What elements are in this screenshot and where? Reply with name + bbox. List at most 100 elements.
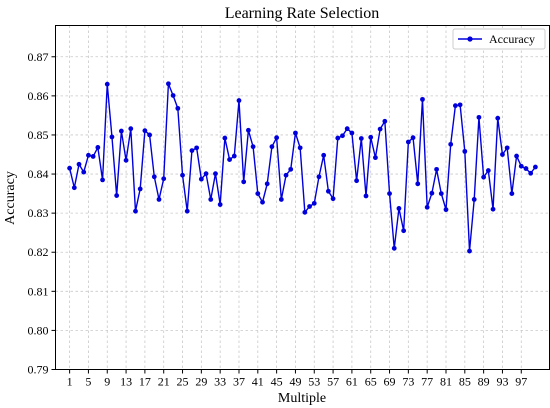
data-point xyxy=(481,174,487,180)
x-tick-label: 89 xyxy=(478,375,490,389)
data-point xyxy=(514,153,519,159)
y-tick-label: 0.81 xyxy=(28,284,49,298)
data-point xyxy=(166,81,171,87)
y-tick-label: 0.83 xyxy=(28,206,49,220)
data-point xyxy=(297,145,303,151)
data-point xyxy=(213,171,218,177)
x-tick-label: 73 xyxy=(402,375,414,389)
legend[interactable]: Accuracy xyxy=(452,28,546,50)
chart-title: Learning Rate Selection xyxy=(225,5,380,22)
data-point xyxy=(377,126,383,132)
x-axis: 1 5 9 13 17 21 25 29 33 37 41 45 49 53 57 61 65 69 73 77 81 8… xyxy=(67,369,527,389)
data-point xyxy=(410,135,416,141)
data-point xyxy=(523,166,529,171)
data-point xyxy=(509,191,515,196)
data-point xyxy=(532,164,538,170)
data-point xyxy=(114,193,120,198)
data-point xyxy=(340,133,345,139)
data-point xyxy=(302,209,308,215)
data-point xyxy=(443,207,449,213)
x-tick-label: 37 xyxy=(233,375,245,389)
x-tick-label: 17 xyxy=(139,375,151,389)
data-point xyxy=(269,144,275,150)
data-point xyxy=(67,165,73,171)
x-tick-label: 13 xyxy=(120,375,132,389)
data-point xyxy=(330,196,336,202)
y-tick-label: 0.84 xyxy=(28,167,49,181)
data-point xyxy=(354,178,359,184)
y-tick-label: 0.80 xyxy=(28,323,49,337)
data-point xyxy=(500,152,505,157)
x-tick-label: 77 xyxy=(421,375,433,389)
data-point xyxy=(184,208,190,214)
data-point xyxy=(231,153,237,159)
y-tick-label: 0.79 xyxy=(28,363,49,377)
x-tick-label: 41 xyxy=(252,375,264,389)
data-point xyxy=(396,206,402,211)
x-tick-label: 57 xyxy=(327,375,339,389)
data-point xyxy=(95,145,101,150)
x-tick-label: 5 xyxy=(85,375,91,389)
data-point xyxy=(457,102,463,108)
data-point xyxy=(241,179,247,185)
data-point xyxy=(71,185,77,191)
x-tick-label: 85 xyxy=(459,375,471,389)
data-point xyxy=(476,114,482,120)
data-point xyxy=(485,168,491,173)
data-point xyxy=(137,186,143,192)
data-point xyxy=(434,166,439,172)
data-point xyxy=(344,126,350,132)
data-point xyxy=(128,126,134,132)
data-point xyxy=(401,228,407,234)
x-tick-label: 97 xyxy=(515,375,527,389)
data-point xyxy=(335,135,341,141)
y-tick-label: 0.82 xyxy=(28,245,49,259)
data-point xyxy=(288,166,294,172)
data-point xyxy=(189,148,195,153)
x-tick-label: 49 xyxy=(289,375,301,389)
data-point xyxy=(429,190,435,196)
data-point xyxy=(382,118,388,124)
data-point xyxy=(161,176,167,182)
data-point xyxy=(368,134,374,140)
data-point xyxy=(104,81,110,87)
data-point xyxy=(255,191,261,196)
data-point xyxy=(358,136,364,141)
x-axis-label: Multiple xyxy=(278,391,326,406)
x-tick-label: 93 xyxy=(496,375,508,389)
data-point xyxy=(405,139,411,145)
data-point xyxy=(316,174,322,180)
legend-label-accuracy: Accuracy xyxy=(489,32,535,46)
data-point xyxy=(391,245,397,251)
data-point xyxy=(203,171,209,177)
data-point xyxy=(180,172,185,178)
data-point xyxy=(217,202,223,207)
data-point xyxy=(349,130,355,136)
data-point xyxy=(274,135,280,141)
data-point xyxy=(518,163,524,169)
data-point xyxy=(504,145,510,151)
data-point xyxy=(227,157,232,162)
data-point xyxy=(175,105,181,111)
data-point xyxy=(246,127,251,133)
y-axis: 0.79 0.80 0.81 0.82 0.83 0.84 0.85 0.86 0.87 xyxy=(28,50,56,377)
data-point xyxy=(118,128,124,134)
x-tick-label: 25 xyxy=(177,375,189,389)
x-tick-label: 53 xyxy=(308,375,320,389)
y-axis-label: Accuracy xyxy=(3,171,18,225)
data-point xyxy=(222,135,228,141)
data-point xyxy=(264,181,270,187)
data-point xyxy=(198,176,204,182)
legend-box xyxy=(452,28,546,50)
data-point xyxy=(90,154,96,159)
data-point xyxy=(109,134,115,140)
data-point xyxy=(424,204,430,210)
x-tick-label: 69 xyxy=(384,375,396,389)
data-point xyxy=(467,248,472,254)
x-tick-label: 1 xyxy=(67,375,73,389)
data-point xyxy=(325,188,331,194)
data-point xyxy=(133,208,138,214)
x-tick-label: 81 xyxy=(440,375,452,389)
data-point xyxy=(363,193,369,199)
